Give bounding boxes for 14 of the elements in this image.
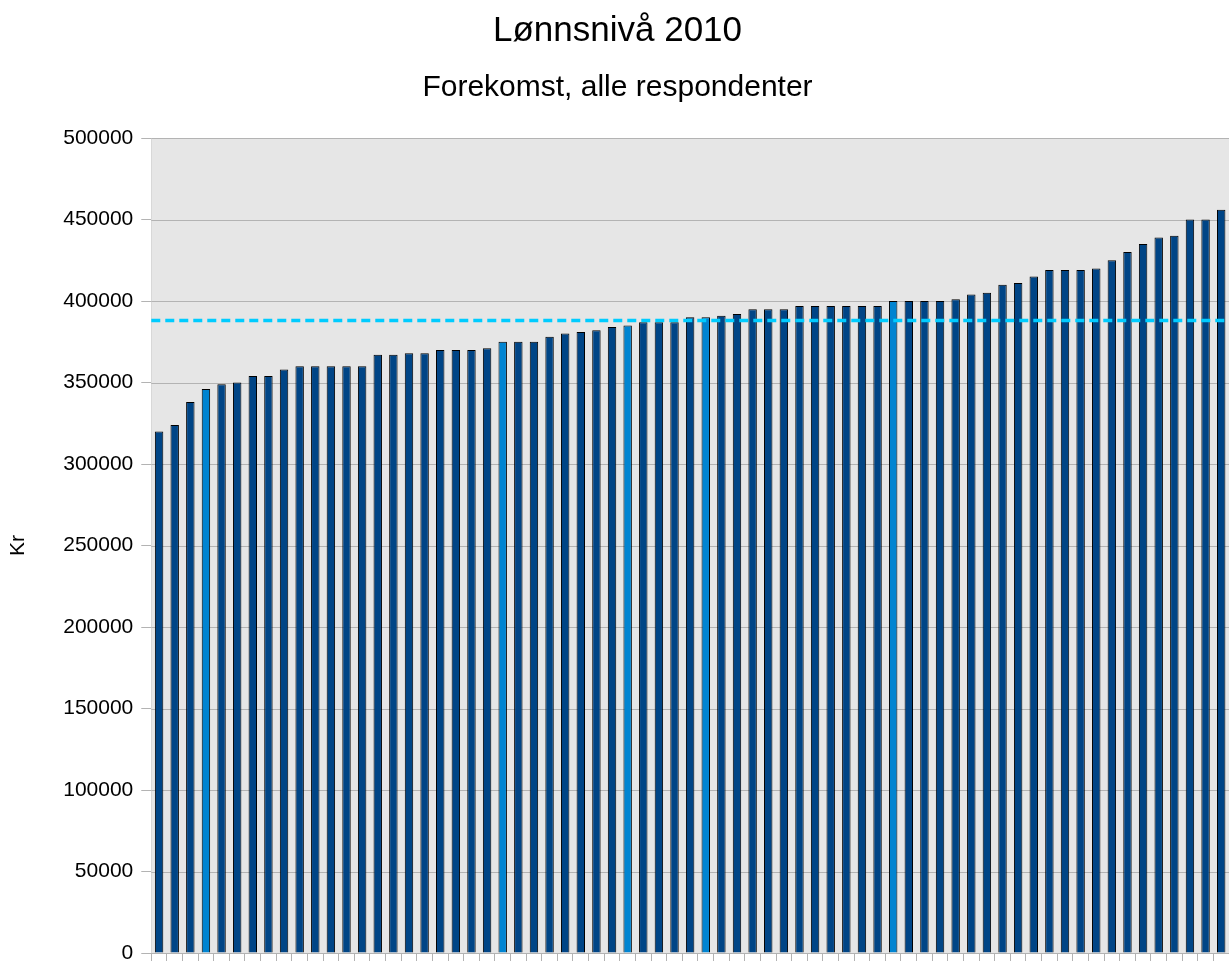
y-tick-label: 450000 bbox=[63, 206, 134, 230]
y-tick-label: 50000 bbox=[74, 858, 134, 882]
chart-subtitle: Forekomst, alle respondenter bbox=[422, 69, 813, 103]
y-tick-label: 150000 bbox=[63, 695, 134, 719]
y-tick-label: 200000 bbox=[63, 613, 134, 637]
y-tick-label: 0 bbox=[121, 939, 134, 961]
chart-title: Lønnsnivå 2010 bbox=[492, 8, 743, 48]
y-tick-label: 250000 bbox=[63, 532, 134, 556]
y-tick-label: 300000 bbox=[63, 450, 134, 474]
y-tick-label: 350000 bbox=[63, 369, 134, 393]
y-axis-title: Kr bbox=[5, 534, 29, 556]
y-tick-label: 500000 bbox=[63, 124, 134, 148]
y-tick-label: 400000 bbox=[63, 287, 134, 311]
y-tick-label: 100000 bbox=[63, 776, 134, 800]
